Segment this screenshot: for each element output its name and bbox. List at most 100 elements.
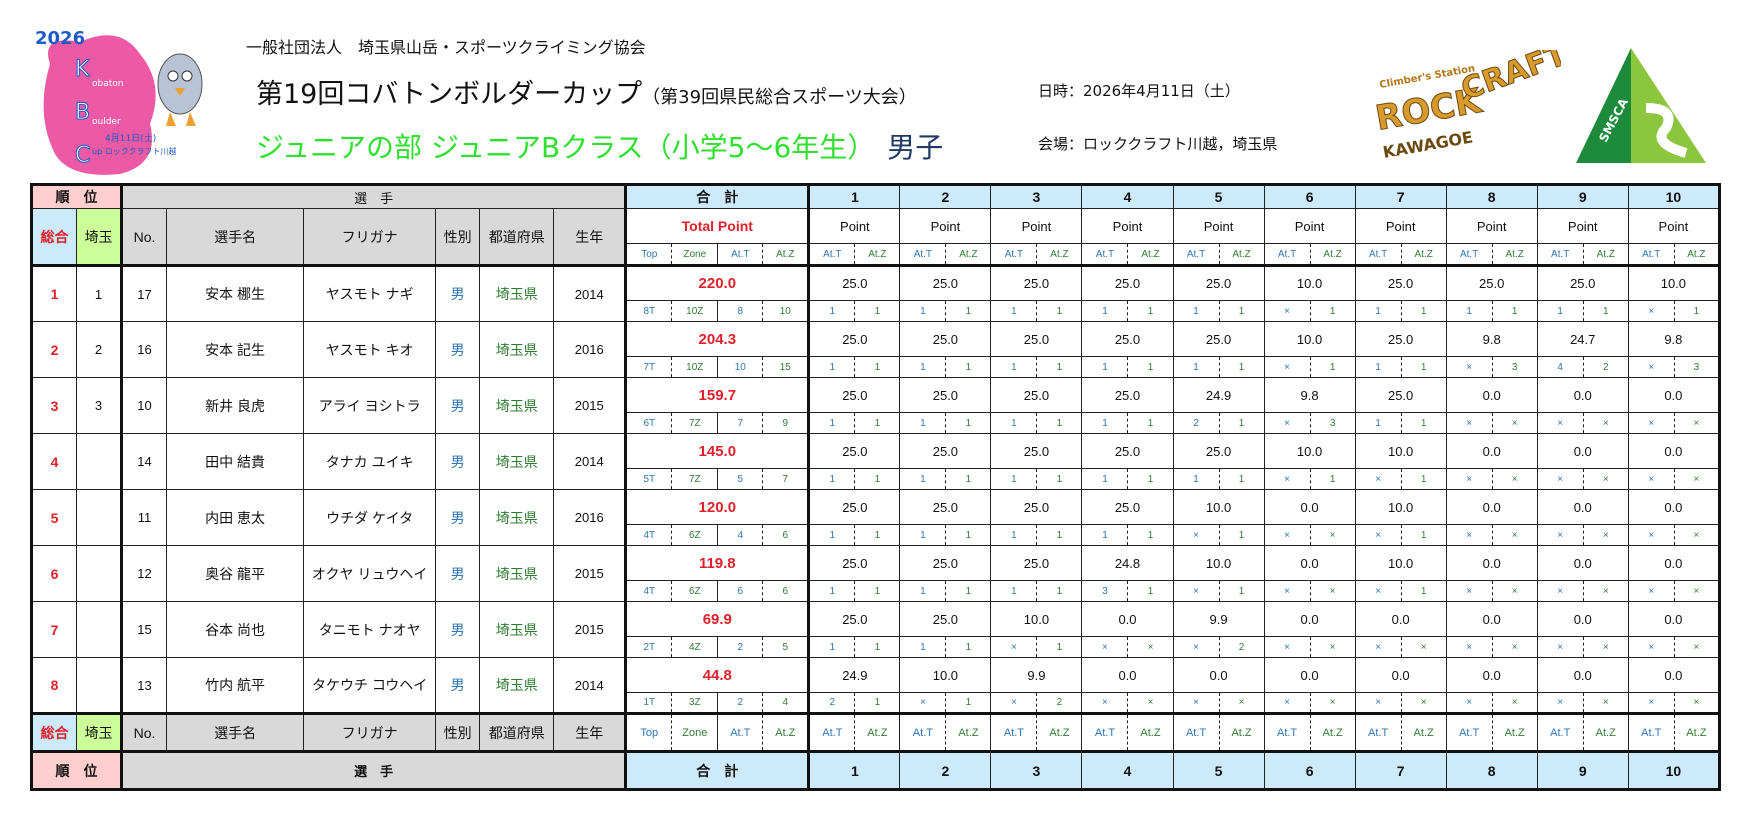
table-row: 8 13 竹内 航平 タケウチ コウヘイ男埼玉県 2014 44.8 24.9 10.0 9.9… [30,657,1721,714]
event-title: 第19回コバトンボルダーカップ（第39回県民総合スポーツ大会） [256,72,917,111]
total-attempts-top: 6 [717,580,764,602]
problem-attempts-zone: 1 [1582,300,1629,322]
problem-attempts-top: × [1445,412,1493,434]
player-kana: アライ ヨシトラ [303,377,437,434]
problem-attempts-zone: 1 [1127,412,1174,434]
problem-attempts-zone: × [1309,636,1356,658]
problem-attempts-top: 2 [807,692,856,714]
problem-attempts-top: 1 [899,580,947,602]
event-venue: 会場：ロッククラフト川越，埼玉県 [1038,135,1278,153]
problem-attempts-top: × [1081,636,1129,658]
problem-attempts-zone: × [1582,692,1629,714]
problem-attempts-top: × [1627,524,1675,546]
problem-attempts-zone: × [1491,692,1538,714]
problem-attempts-top: × [1354,692,1402,714]
player-kana: タナカ ユイキ [303,433,437,490]
player-kana: タケウチ コウヘイ [303,657,437,714]
problem-point: 25.0 [1172,264,1265,301]
sub-zone: Zone [671,243,719,266]
problem-attempts-zone: × [1491,468,1538,490]
problem-attempts-top: 1 [1536,300,1584,322]
problem-attempts-top: 1 [990,412,1038,434]
total-point: 119.8 [624,545,810,581]
sub-top: Top [624,712,673,752]
point-header: Point [1354,208,1447,244]
problem-attempts-top: 1 [990,300,1038,322]
problem-point: 25.0 [1081,264,1174,301]
problem-attempts-top: 1 [899,412,947,434]
total-tops: 2T [624,636,673,658]
total-attempts-zone: 7 [762,468,810,490]
problem-attempts-zone: 1 [1036,524,1083,546]
problem-point: 25.0 [807,321,901,357]
sub-att: At.T [1536,243,1584,266]
problem-point: 0.0 [1263,601,1356,637]
problem-point: 25.0 [807,601,901,637]
overall-rank: 3 [30,377,78,434]
problem-point: 0.0 [1536,377,1629,413]
problem-point: 25.0 [899,264,992,301]
problem-attempts-top: × [1172,636,1220,658]
problem-attempts-zone: 1 [945,412,992,434]
player-name: 竹内 航平 [166,657,305,714]
problem-header-7: 7 [1354,184,1447,209]
problem-attempts-zone: × [1582,468,1629,490]
sub-att: At.T [717,243,764,266]
problem-attempts-zone: 1 [1400,524,1447,546]
sub-atz: At.Z [762,243,810,266]
problem-attempts-top: 1 [1081,356,1129,378]
problem-point: 25.0 [990,377,1083,413]
saitama-rank [76,433,123,490]
player-prefecture: 埼玉県 [479,489,555,546]
problem-attempts-zone: × [1491,524,1538,546]
problem-attempts-zone: 1 [1218,412,1265,434]
problem-header-8: 8 [1445,750,1538,790]
problem-attempts-zone: × [1127,636,1174,658]
sub-att: At.T [1354,243,1402,266]
problem-attempts-zone: 1 [1036,468,1083,490]
player-name: 内田 恵太 [166,489,305,546]
player-kana: タニモト ナオヤ [303,601,437,658]
bib-number: 10 [120,377,168,434]
problem-header-9: 9 [1536,750,1629,790]
problem-header-8: 8 [1445,184,1538,209]
player-sex: 男 [435,601,481,658]
player-group-header: 選 手 [120,184,627,209]
total-attempts-top: 7 [717,412,764,434]
category-title: ジュニアの部 ジュニアBクラス（小学5～6年生） 男子 [256,126,943,166]
problem-point: 25.0 [899,433,992,469]
overall-rank: 4 [30,433,78,490]
problem-attempts-zone: × [1582,580,1629,602]
problem-attempts-top: × [1263,412,1311,434]
problem-attempts-zone: × [1127,692,1174,714]
problem-attempts-zone: 1 [1036,300,1083,322]
total-group-header: 合 計 [624,750,810,790]
col-sex: 性別 [435,712,481,752]
col-year: 生年 [553,712,627,752]
problem-attempts-zone: 1 [1400,300,1447,322]
col-pref: 都道府県 [479,712,555,752]
table-row: 5 11 内田 恵太 ウチダ ケイタ男埼玉県 2016 120.0 25.0 25.0 25.0… [30,489,1721,546]
problem-attempts-top: × [1172,692,1220,714]
problem-attempts-zone: × [1673,412,1721,434]
problem-attempts-top: × [1445,468,1493,490]
overall-rank: 6 [30,545,78,602]
problem-attempts-top: × [1627,300,1675,322]
problem-point: 25.0 [1081,377,1174,413]
total-point: 120.0 [624,489,810,525]
total-attempts-top: 2 [717,692,764,714]
problem-attempts-zone: 1 [1400,580,1447,602]
col-kana: フリガナ [303,712,437,752]
problem-point: 10.0 [1263,433,1356,469]
problem-header-5: 5 [1172,750,1265,790]
sub-atz: At.Z [1218,712,1265,752]
rank-group-header: 順 位 [30,184,123,209]
problem-attempts-zone: 1 [1218,524,1265,546]
rank-group-header: 順 位 [30,750,123,790]
table-row: 6 12 奥谷 龍平 オクヤ リュウヘイ男埼玉県 2015 119.8 25.0 25.0 25… [30,545,1721,602]
sub-atz: At.Z [1309,712,1356,752]
problem-point: 25.0 [1172,433,1265,469]
problem-point: 0.0 [1536,657,1629,693]
problem-attempts-top: × [1627,692,1675,714]
problem-attempts-zone: × [1673,580,1721,602]
